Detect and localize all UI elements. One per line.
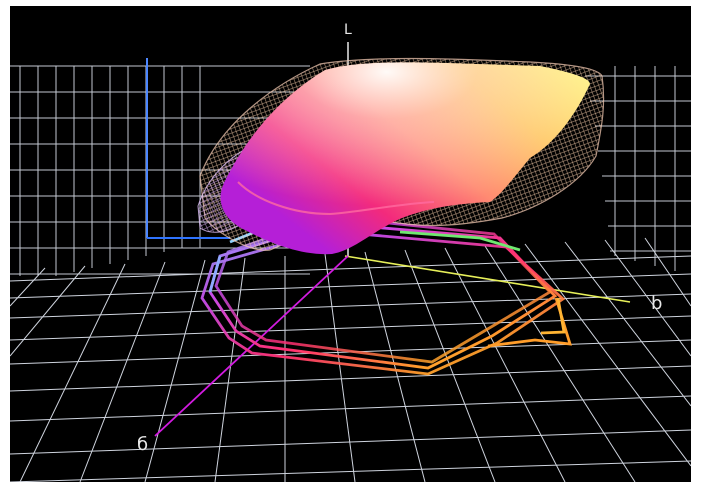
floor-grid bbox=[10, 237, 691, 482]
gamut-plot-frame: L b б bbox=[10, 6, 691, 482]
back-wall-grid-right bbox=[585, 66, 691, 271]
gamut-3d-plot: L b б bbox=[10, 22, 691, 482]
b-axis-label: b bbox=[651, 293, 662, 314]
a-axis-line bbox=[154, 255, 349, 437]
a-axis-label: б bbox=[137, 434, 148, 455]
back-wall-grid-left bbox=[10, 65, 310, 276]
gamut-solid-surface bbox=[220, 62, 590, 255]
l-axis-label: L bbox=[344, 22, 352, 38]
b-axis-line bbox=[344, 255, 631, 303]
